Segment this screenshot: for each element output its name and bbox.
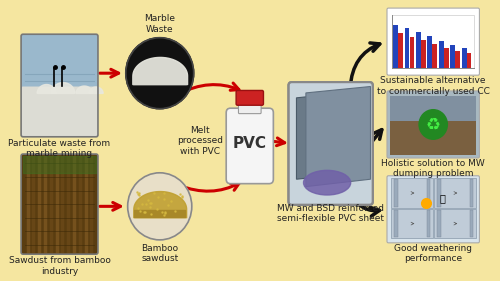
Bar	[434, 178, 476, 208]
Bar	[439, 41, 444, 68]
FancyBboxPatch shape	[387, 91, 480, 158]
FancyBboxPatch shape	[226, 108, 274, 184]
FancyBboxPatch shape	[21, 34, 98, 92]
Text: Melt
processed
with PVC: Melt processed with PVC	[177, 126, 223, 156]
Bar	[391, 178, 433, 208]
Bar	[437, 210, 441, 237]
Text: PVC: PVC	[233, 136, 267, 151]
Text: ♻: ♻	[426, 115, 440, 133]
FancyBboxPatch shape	[21, 87, 98, 137]
Polygon shape	[52, 83, 75, 93]
Text: Marble
Waste: Marble Waste	[144, 14, 175, 34]
Text: MW and BSD reinforced
semi-flexible PVC sheet: MW and BSD reinforced semi-flexible PVC …	[277, 204, 384, 223]
Circle shape	[126, 38, 194, 109]
Polygon shape	[306, 87, 370, 187]
Text: 🌧: 🌧	[440, 193, 446, 203]
Bar	[404, 28, 409, 68]
Bar	[391, 209, 433, 238]
FancyBboxPatch shape	[12, 0, 492, 281]
Bar	[432, 44, 437, 68]
Bar	[470, 179, 474, 207]
Polygon shape	[89, 87, 103, 93]
Ellipse shape	[304, 170, 350, 195]
Bar	[428, 36, 432, 68]
Bar	[450, 45, 455, 68]
Bar	[410, 37, 414, 68]
Text: Bamboo
sawdust: Bamboo sawdust	[141, 244, 178, 263]
Bar	[437, 179, 441, 207]
Text: Good weathering
performance: Good weathering performance	[394, 244, 472, 263]
Circle shape	[128, 173, 192, 240]
Bar	[434, 209, 476, 238]
Text: Particulate waste from
marble mining: Particulate waste from marble mining	[8, 139, 111, 158]
Bar	[426, 210, 430, 237]
Bar	[398, 33, 402, 68]
Bar	[456, 51, 460, 68]
FancyBboxPatch shape	[236, 90, 264, 105]
Text: Holistic solution to MW
dumping problem: Holistic solution to MW dumping problem	[382, 159, 485, 178]
FancyBboxPatch shape	[238, 103, 261, 114]
FancyBboxPatch shape	[21, 154, 98, 254]
Bar	[421, 40, 426, 68]
Polygon shape	[296, 90, 367, 179]
Bar	[470, 210, 474, 237]
Bar	[444, 48, 448, 68]
Bar	[426, 179, 430, 207]
Bar	[394, 179, 398, 207]
Text: Sustainable alternative
to commercially used CC: Sustainable alternative to commercially …	[377, 76, 490, 96]
Bar	[392, 15, 474, 68]
Text: Sawdust from bamboo
industry: Sawdust from bamboo industry	[8, 256, 111, 276]
Circle shape	[419, 110, 448, 139]
Bar	[462, 48, 466, 68]
Bar	[467, 53, 471, 68]
FancyBboxPatch shape	[387, 8, 480, 75]
Polygon shape	[76, 86, 92, 93]
FancyBboxPatch shape	[288, 82, 373, 205]
Bar	[393, 25, 398, 68]
Bar	[390, 119, 476, 155]
Bar	[390, 96, 476, 121]
Polygon shape	[37, 85, 56, 93]
FancyBboxPatch shape	[387, 176, 480, 243]
Bar	[394, 210, 398, 237]
Bar	[416, 32, 420, 68]
